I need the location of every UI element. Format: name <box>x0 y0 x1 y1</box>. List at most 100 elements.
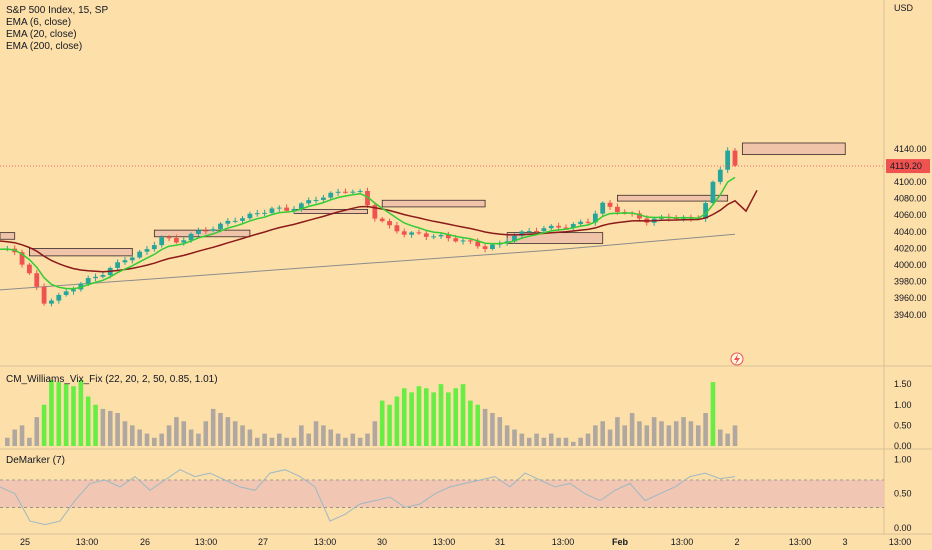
vix-bar <box>504 425 510 446</box>
candle-body <box>298 203 304 209</box>
candle-body <box>203 230 209 232</box>
candle-body <box>585 221 591 223</box>
vix-bar <box>725 433 730 446</box>
vix-bar <box>181 421 187 446</box>
last-price-tag <box>886 159 930 174</box>
time-tick-label: 13:00 <box>76 537 99 547</box>
vix-bar <box>107 410 113 446</box>
vix-bar <box>519 433 525 446</box>
vix-bar <box>152 437 157 446</box>
vix-bar <box>27 437 32 446</box>
vix-bar <box>225 417 231 446</box>
candle-body <box>409 232 414 235</box>
candle-body <box>607 202 613 207</box>
vix-bar <box>600 421 605 446</box>
candle-body <box>717 169 723 182</box>
vix-bar <box>482 408 488 446</box>
time-tick-label: 27 <box>258 537 268 547</box>
legend-symbol[interactable]: S&P 500 Index, 15, SP <box>6 5 109 16</box>
demarker-band <box>0 480 884 508</box>
vix-bar <box>291 437 297 446</box>
legend-vix[interactable]: CM_Williams_Vix_Fix (22, 20, 2, 50, 0.85… <box>6 374 218 385</box>
time-tick-label: 2 <box>734 537 739 547</box>
candle-body <box>534 231 539 233</box>
candle-body <box>445 234 451 239</box>
candle-body <box>321 197 326 200</box>
candle-body <box>188 233 194 241</box>
vix-bar <box>379 400 385 446</box>
vix-tick-label: 1.50 <box>894 379 912 389</box>
vix-bar <box>629 413 635 446</box>
dem-tick-label: 1.00 <box>894 454 912 464</box>
candle-body <box>56 294 62 301</box>
legend-ema20[interactable]: EMA (20, close) <box>6 29 77 40</box>
candle-body <box>262 212 267 214</box>
legend-demarker[interactable]: DeMarker (7) <box>6 455 65 466</box>
vix-bar <box>526 437 532 446</box>
candle-body <box>313 199 319 201</box>
candle-body <box>350 191 356 193</box>
vix-bar <box>343 437 348 446</box>
candle-body <box>703 203 708 219</box>
candle-body <box>541 228 547 232</box>
candle-body <box>328 192 334 198</box>
vix-bar <box>512 429 517 446</box>
legend-ema6[interactable]: EMA (6, close) <box>6 17 72 28</box>
vix-bar <box>534 433 539 446</box>
candle-body <box>291 208 297 211</box>
vix-bar <box>666 425 672 446</box>
candle-body <box>196 230 201 234</box>
time-tick-label: 13:00 <box>789 537 812 547</box>
vix-bar <box>262 433 267 446</box>
candle-body <box>423 233 429 237</box>
candle-body <box>27 264 32 274</box>
candle-body <box>548 225 554 229</box>
vix-bar <box>497 417 503 446</box>
candle-body <box>600 202 606 214</box>
time-tick-label: 13:00 <box>671 537 694 547</box>
vix-bar <box>453 388 458 446</box>
candle-body <box>129 257 135 261</box>
vix-bar <box>115 413 120 446</box>
time-tick-label: 31 <box>495 537 505 547</box>
candle-body <box>394 225 400 232</box>
candle-body <box>284 207 290 211</box>
vix-bar <box>387 404 392 446</box>
time-tick-label: 13:00 <box>433 537 456 547</box>
candle-body <box>519 231 525 236</box>
price-axis-currency: USD <box>894 3 914 13</box>
price-tick-label: 4020.00 <box>894 243 927 253</box>
candle-body <box>218 223 223 230</box>
vix-bar <box>659 421 664 446</box>
candle-body <box>174 237 179 243</box>
vix-bar <box>306 433 311 446</box>
dem-tick-label: 0.50 <box>894 489 912 499</box>
price-tick-label: 4080.00 <box>894 194 927 204</box>
vix-bar <box>548 433 554 446</box>
candle-body <box>122 260 128 263</box>
lightning-icon <box>730 352 744 366</box>
vix-bar <box>593 425 598 446</box>
vix-tick-label: 0.50 <box>894 420 912 430</box>
vix-bar <box>78 380 84 446</box>
vix-bar <box>159 433 164 446</box>
candle-body <box>159 237 165 246</box>
supply-demand-zone <box>741 142 846 156</box>
candle-body <box>387 221 392 226</box>
candle-body <box>416 232 422 234</box>
vix-bar <box>431 392 436 446</box>
candle-body <box>335 191 341 193</box>
candle-body <box>93 276 98 279</box>
vix-bar <box>578 437 583 446</box>
candle-body <box>269 208 275 213</box>
legend-ema200[interactable]: EMA (200, close) <box>6 41 83 52</box>
vix-bar <box>438 384 444 446</box>
price-tick-label: 3960.00 <box>894 293 927 303</box>
candle-body <box>343 191 348 193</box>
dem-legend: DeMarker (7) <box>6 455 65 467</box>
lightning-icon-bolt <box>734 354 740 365</box>
price-tick-label: 4060.00 <box>894 210 927 220</box>
last-price-label: 4119.20 <box>890 161 922 171</box>
